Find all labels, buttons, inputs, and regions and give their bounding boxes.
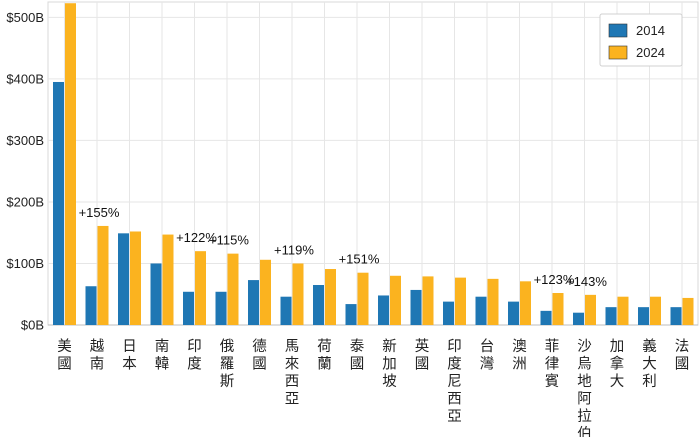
bar-2014-18 xyxy=(638,307,649,325)
bar-2014-17 xyxy=(605,307,617,325)
growth-annotation: +151% xyxy=(339,252,380,267)
y-axis-ticks: $0B $100B $200B $300B $400B $500B xyxy=(6,10,44,333)
bar-2024-14 xyxy=(520,281,531,325)
y-tick-label: $400B xyxy=(6,71,44,86)
bar-2024-1 xyxy=(97,225,109,325)
bar-2014-14 xyxy=(508,301,519,325)
x-tick-label: 新加坡 xyxy=(382,338,397,390)
bar-2014-7 xyxy=(280,296,292,325)
x-tick-label: 印度尼西亞 xyxy=(447,338,462,425)
bar-2014-4 xyxy=(183,291,194,325)
bar-2024-8 xyxy=(325,269,336,325)
x-tick-label: 日本 xyxy=(122,339,137,373)
growth-annotation: +122% xyxy=(176,230,217,245)
bar-2014-12 xyxy=(443,301,454,325)
bar-2014-19 xyxy=(670,307,682,325)
bar-2014-10 xyxy=(378,295,389,325)
legend: 2014 2024 xyxy=(599,13,683,67)
legend-label-2024: 2024 xyxy=(636,45,665,60)
x-tick-label: 德國 xyxy=(252,338,267,373)
legend-swatch-2024 xyxy=(608,45,628,60)
bar-2024-7 xyxy=(292,263,304,325)
y-tick-label: $300B xyxy=(6,133,44,148)
x-tick-label: 印度 xyxy=(187,338,202,373)
x-tick-label: 菲律賓 xyxy=(545,338,560,390)
bar-2014-13 xyxy=(475,296,487,325)
bar-2024-3 xyxy=(162,234,174,325)
bar-2014-1 xyxy=(85,286,97,325)
legend-swatch-2014 xyxy=(608,23,628,38)
bar-2014-16 xyxy=(573,312,584,325)
growth-annotation: +123% xyxy=(534,272,575,287)
bar-2024-13 xyxy=(487,278,499,325)
bar-2024-4 xyxy=(195,251,206,325)
bar-2024-12 xyxy=(455,277,466,325)
bar-2014-2 xyxy=(118,233,129,325)
bar-2014-8 xyxy=(313,285,324,325)
bar-2014-9 xyxy=(345,304,357,325)
bar-2024-10 xyxy=(390,275,401,325)
x-tick-label: 美國 xyxy=(57,338,72,373)
bar-2014-5 xyxy=(215,291,227,325)
bar-2024-6 xyxy=(260,259,271,325)
bar-2014-3 xyxy=(150,263,162,325)
bar-2024-19 xyxy=(682,297,694,325)
bar-2014-6 xyxy=(248,280,259,325)
bar-2024-5 xyxy=(227,253,239,325)
x-tick-label: 南韓 xyxy=(155,338,170,373)
growth-annotation: +155% xyxy=(79,205,120,220)
x-tick-label: 馬來西亞 xyxy=(285,339,300,408)
x-tick-label: 義大利 xyxy=(642,338,657,390)
bar-2014-15 xyxy=(540,310,552,325)
legend-label-2014: 2014 xyxy=(636,23,665,38)
y-tick-label: $100B xyxy=(6,256,44,271)
bar-2024-16 xyxy=(585,294,596,325)
bar-2014-0 xyxy=(53,81,64,325)
x-tick-label: 台灣 xyxy=(480,338,495,373)
x-tick-label: 越南 xyxy=(90,338,105,373)
x-tick-label: 荷蘭 xyxy=(317,338,332,373)
x-tick-label: 法國 xyxy=(675,338,690,373)
x-tick-label: 加拿大 xyxy=(610,338,625,390)
x-tick-label: 泰國 xyxy=(350,338,365,373)
bar-2014-11 xyxy=(410,289,422,325)
growth-annotation: +143% xyxy=(566,274,607,289)
annotations: +155% +122%+115% +119% +151% +123%+143% xyxy=(79,205,608,289)
y-tick-label: $200B xyxy=(6,194,44,209)
bar-2024-2 xyxy=(130,231,141,325)
bar-2024-9 xyxy=(357,272,369,325)
growth-annotation: +115% xyxy=(209,233,249,248)
bar-2024-0 xyxy=(65,3,76,326)
x-tick-label: 澳洲 xyxy=(512,338,527,373)
y-tick-label: $0B xyxy=(21,318,44,333)
bar-2024-17 xyxy=(617,296,629,325)
y-tick-label: $500B xyxy=(6,10,44,25)
growth-annotation: +119% xyxy=(274,242,314,257)
x-tick-label: 英國 xyxy=(415,337,430,373)
bar-2024-15 xyxy=(552,293,564,325)
bars xyxy=(53,3,694,326)
x-tick-label: 俄羅斯 xyxy=(220,338,235,390)
x-tick-label: 沙烏地阿拉伯 xyxy=(577,339,592,437)
bar-2024-18 xyxy=(650,296,661,325)
bar-2024-11 xyxy=(422,276,434,325)
